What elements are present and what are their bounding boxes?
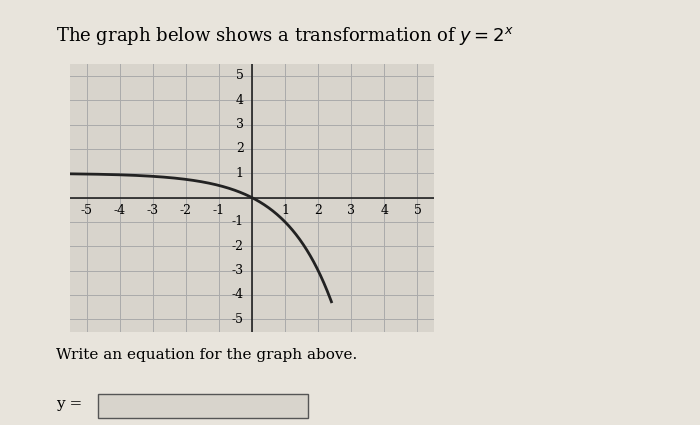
Text: The graph below shows a transformation of $y = 2^x$: The graph below shows a transformation o… [56,25,514,47]
Text: -1: -1 [232,215,244,229]
Text: 4: 4 [380,204,389,217]
Text: -4: -4 [113,204,126,217]
Text: 3: 3 [347,204,356,217]
Text: 2: 2 [236,142,244,156]
Text: -4: -4 [232,289,244,301]
Text: -2: -2 [232,240,244,253]
Text: -3: -3 [232,264,244,277]
Text: -1: -1 [213,204,225,217]
Text: -3: -3 [147,204,159,217]
Text: -5: -5 [232,313,244,326]
Text: -2: -2 [180,204,192,217]
Text: 5: 5 [236,69,244,82]
Text: 1: 1 [236,167,244,180]
Text: 2: 2 [314,204,322,217]
Text: 1: 1 [281,204,289,217]
Text: 5: 5 [414,204,421,217]
Text: -5: -5 [80,204,92,217]
Text: Write an equation for the graph above.: Write an equation for the graph above. [56,348,357,362]
Text: 3: 3 [236,118,244,131]
Text: 4: 4 [236,94,244,107]
Text: y =: y = [56,397,83,411]
FancyBboxPatch shape [98,394,308,417]
